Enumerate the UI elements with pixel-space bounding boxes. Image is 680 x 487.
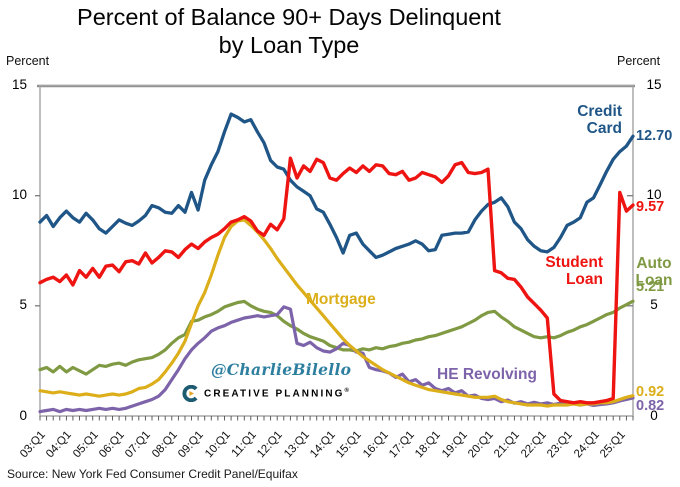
x-axis-tick-label: 20:Q1	[466, 429, 496, 461]
series-label-mortgage: Mortgage	[306, 291, 376, 308]
x-axis-tick-label: 15:Q1	[334, 429, 365, 461]
series-label-auto-loan: Auto Loan	[635, 255, 673, 289]
x-axis-tick-label: 10:Q1	[202, 429, 233, 461]
creative-planning-logo-icon	[182, 385, 198, 402]
chart-title: Percent of Balance 90+ Days Delinquent b…	[0, 3, 578, 59]
end-value-auto-loan: 5.21	[636, 279, 665, 295]
x-axis-tick-label: 12:Q1	[255, 429, 286, 461]
y-axis-unit-right: Percent	[617, 54, 661, 68]
brand-registered-mark: ®	[344, 387, 349, 394]
end-value-student-loan: 9.57	[636, 199, 665, 215]
chart-title-line1: Percent of Balance 90+ Days Delinquent	[77, 4, 501, 30]
twitter-handle-watermark: @CharlieBilello	[211, 360, 352, 379]
creative-planning-brand-text: CREATIVE PLANNING®	[204, 388, 349, 399]
x-axis-tick-label: 16:Q1	[360, 429, 391, 461]
x-axis-tick-label: 21:Q1	[492, 429, 523, 461]
y-axis-tick-label: 10	[646, 187, 662, 203]
x-axis-tick-label: 13:Q1	[281, 429, 312, 461]
x-axis-tick-label: 23:Q1	[545, 429, 576, 461]
brand-name: CREATIVE PLANNING	[204, 388, 345, 400]
y-axis-tick-label: 0	[650, 407, 658, 423]
x-axis-tick-label: 05:Q1	[70, 429, 101, 461]
y-axis-tick-label: 0	[19, 407, 27, 423]
x-axis-tick-label: 04:Q1	[44, 429, 75, 461]
y-axis-tick-label: 15	[11, 77, 27, 92]
x-axis-tick-label: 17:Q1	[387, 429, 417, 461]
y-axis-tick-label: 5	[650, 297, 658, 313]
x-axis-tick-label: 25:Q1	[597, 429, 628, 461]
end-value-credit-card: 12.70	[636, 128, 673, 144]
series-label-credit-card: Credit Card	[577, 103, 622, 137]
series-label-student-loan: Student Loan	[545, 254, 603, 288]
creative-planning-watermark: CREATIVE PLANNING®	[182, 385, 349, 402]
end-value-he-revolving: 0.82	[636, 398, 665, 414]
x-axis-tick-label: 14:Q1	[307, 429, 338, 461]
x-axis-tick-label: 03:Q1	[18, 429, 48, 461]
x-axis-tick-label: 22:Q1	[518, 429, 549, 461]
y-axis-tick-label: 10	[11, 187, 27, 203]
x-axis-tick-label: 09:Q1	[176, 429, 207, 461]
x-axis-tick-label: 18:Q1	[413, 429, 444, 461]
x-axis-tick-label: 07:Q1	[123, 429, 154, 461]
y-axis-tick-label: 5	[19, 297, 27, 313]
end-value-mortgage: 0.92	[636, 384, 665, 400]
x-axis-tick-label: 11:Q1	[229, 429, 259, 460]
source-citation: Source: New York Fed Consumer Credit Pan…	[7, 467, 298, 481]
x-axis-tick-label: 19:Q1	[439, 429, 470, 461]
y-axis-tick-label: 15	[646, 77, 662, 92]
chart-title-line2: by Loan Type	[218, 32, 360, 58]
x-axis-tick-label: 08:Q1	[149, 429, 180, 461]
x-axis-tick-label: 06:Q1	[97, 429, 128, 461]
x-axis-tick-label: 24:Q1	[571, 429, 602, 461]
y-axis-unit-left: Percent	[6, 54, 50, 68]
series-label-he-revolving: HE Revolving	[437, 366, 537, 383]
